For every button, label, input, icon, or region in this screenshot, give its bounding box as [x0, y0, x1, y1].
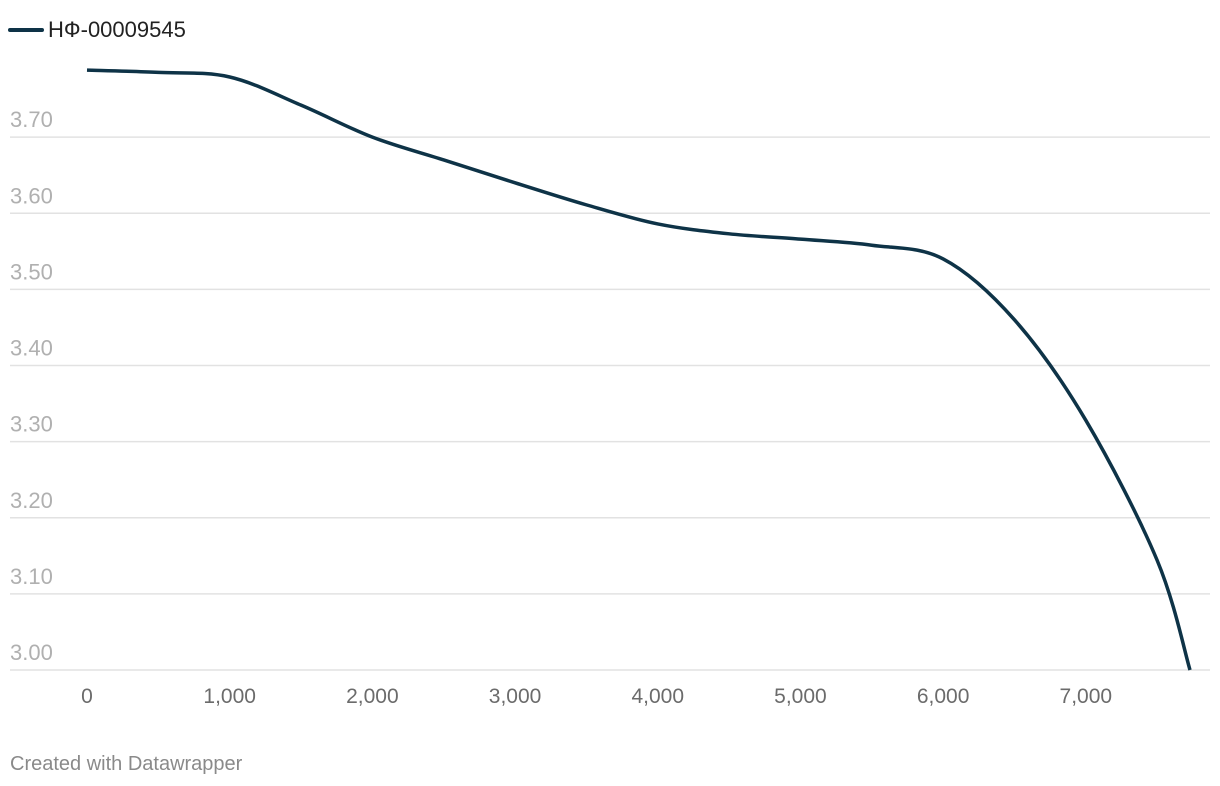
x-tick-label: 0	[81, 685, 93, 708]
data-line	[86, 68, 1192, 671]
y-tick-label: 3.50	[10, 259, 53, 284]
x-tick-label: 3,000	[489, 685, 542, 708]
y-tick-label: 3.00	[10, 640, 53, 665]
x-tick-label: 6,000	[917, 685, 970, 708]
legend-label: НФ-00009545	[48, 17, 186, 42]
y-tick-label: 3.60	[10, 183, 53, 208]
y-tick-label: 3.70	[10, 107, 53, 132]
x-tick-label: 5,000	[774, 685, 827, 708]
y-tick-label: 3.30	[10, 412, 53, 437]
x-tick-label: 2,000	[346, 685, 399, 708]
x-tick-label: 7,000	[1060, 685, 1113, 708]
footer: Created with Datawrapper	[10, 753, 243, 775]
y-tick-label: 3.10	[10, 564, 53, 589]
y-tick-label: 3.20	[10, 488, 53, 513]
x-tick-label: 4,000	[631, 685, 684, 708]
y-tick-label: 3.40	[10, 336, 53, 361]
x-tick-label: 1,000	[203, 685, 256, 708]
